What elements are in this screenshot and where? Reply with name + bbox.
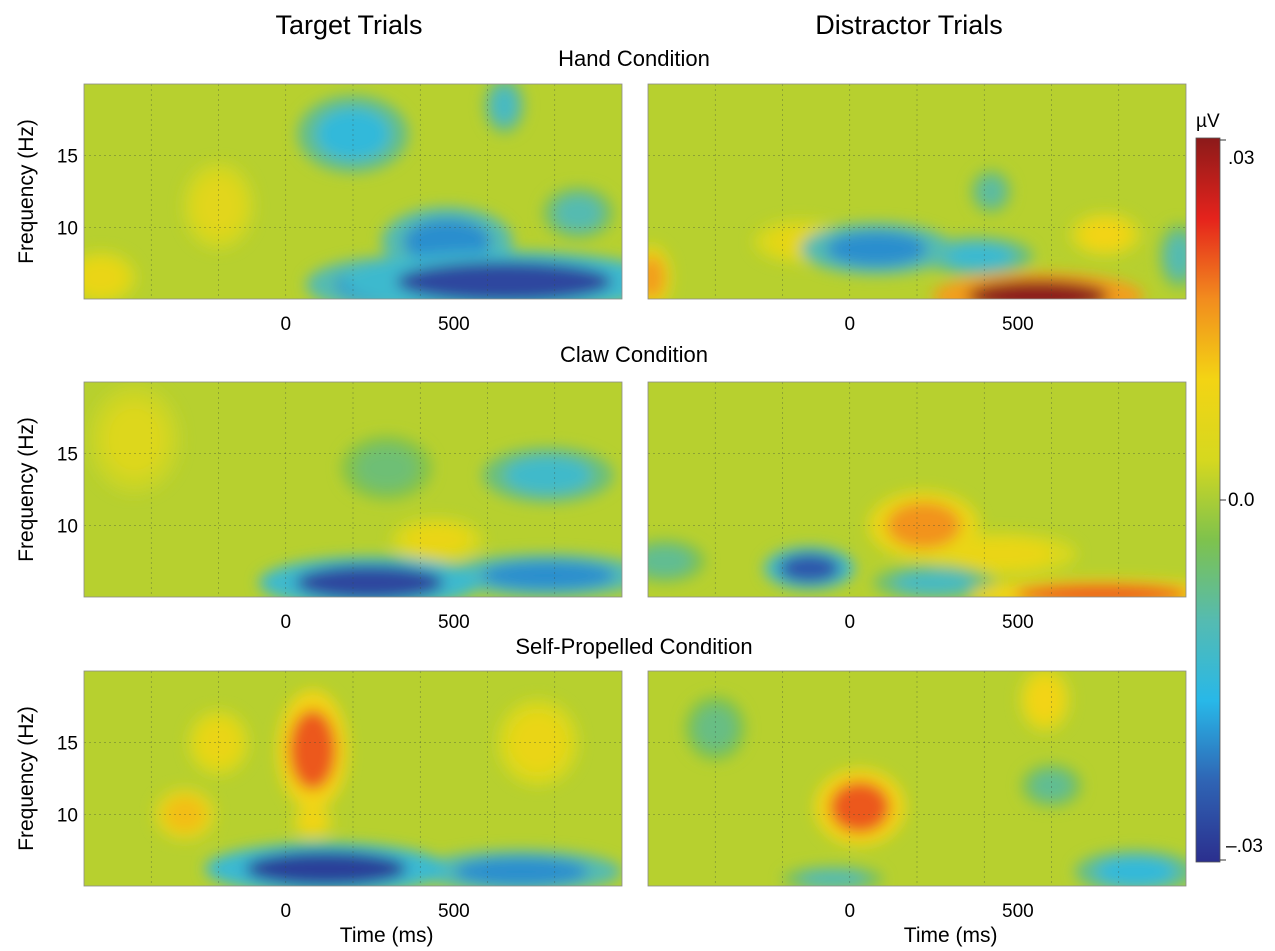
row-title-self-propelled: Self-Propelled Condition (515, 634, 752, 659)
heatmap-blob (1095, 857, 1176, 886)
x-tick-label: 500 (1002, 901, 1034, 922)
heatmap-blob (695, 706, 736, 750)
heatmap-blob (554, 195, 602, 231)
y-axis-label: Frequency (Hz) (15, 417, 38, 562)
panel-self-propelled-target: 0 500 10 15 Frequency (Hz) Time (ms) (15, 670, 623, 947)
x-axis-label: Time (ms) (904, 924, 998, 947)
panel-frame (647, 83, 1187, 300)
panel-frame (83, 83, 623, 300)
heatmap-blob (967, 280, 1109, 299)
panel-frame (83, 381, 623, 598)
x-tick-label: 500 (438, 901, 470, 922)
x-tick-label: 0 (280, 314, 291, 335)
heatmap-blob (289, 709, 337, 790)
heatmap-background (648, 382, 1186, 597)
heatmap-blob (779, 554, 840, 583)
column-title-distractor: Distractor Trials (815, 10, 1003, 40)
y-axis-label: Frequency (Hz) (15, 119, 38, 264)
x-tick-label: 0 (280, 612, 291, 633)
panel-frame (647, 670, 1187, 887)
column-title-target: Target Trials (275, 10, 422, 40)
x-tick-label: 500 (1002, 612, 1034, 633)
heatmap-blob (950, 539, 1052, 569)
panel-claw-distractor: 0 500 (647, 381, 1187, 633)
colorbar-unit: µV (1196, 111, 1220, 132)
heatmap-blob (356, 446, 417, 490)
heatmap-blob (893, 571, 975, 595)
heatmap-blob (799, 870, 867, 886)
colorbar-gradient (1195, 137, 1221, 863)
heatmap-blob (104, 403, 165, 476)
x-tick-label: 0 (844, 612, 855, 633)
y-tick-label: 10 (57, 218, 78, 239)
panel-frame (647, 381, 1187, 598)
panel-frame (83, 670, 623, 887)
y-tick-label: 10 (57, 805, 78, 826)
heatmap-panels: 0 500 10 15 Frequency (Hz) 0 500 0 500 10 15 Freque… (15, 83, 1187, 947)
row-title-claw: Claw Condition (560, 342, 708, 367)
heatmap-blob (245, 851, 407, 886)
y-tick-label: 15 (57, 734, 78, 755)
x-tick-label: 500 (1002, 314, 1034, 335)
panel-hand-distractor: 0 500 (647, 83, 1187, 335)
heatmap-blob (295, 565, 444, 597)
heatmap-blob (299, 811, 327, 832)
colorbar-label-max: .03 (1228, 148, 1254, 169)
colorbar-label-min: –.03 (1226, 836, 1263, 857)
heatmap-blob (511, 714, 565, 772)
x-tick-label: 0 (844, 314, 855, 335)
heatmap-blob (1014, 584, 1186, 597)
heatmap-blob (648, 546, 692, 576)
heatmap-blob (504, 456, 592, 494)
heatmap-blob (1031, 771, 1072, 801)
heatmap-blob (406, 525, 468, 555)
heatmap-blob (1165, 234, 1186, 278)
x-tick-label: 500 (438, 314, 470, 335)
y-axis-label: Frequency (Hz) (15, 706, 38, 851)
heatmap-blob (1081, 220, 1129, 249)
heatmap-blob (480, 561, 616, 590)
heatmap-blob (453, 857, 589, 886)
heatmap-blob (826, 231, 928, 267)
x-tick-label: 500 (438, 612, 470, 633)
x-tick-label: 0 (844, 901, 855, 922)
y-tick-label: 15 (57, 445, 78, 466)
heatmap-blob (829, 781, 891, 833)
y-tick-label: 15 (57, 147, 78, 168)
panel-claw-target: 0 500 10 15 Frequency (Hz) (15, 381, 623, 633)
colorbar: µV .03 0.0 –.03 (1195, 111, 1263, 863)
heatmap-blob (84, 260, 125, 295)
y-tick-label: 10 (57, 516, 78, 537)
heatmap-blob (940, 243, 1015, 269)
heatmap-blob (648, 256, 665, 299)
row-title-hand: Hand Condition (558, 46, 710, 71)
colorbar-label-zero: 0.0 (1228, 490, 1254, 511)
x-axis-label: Time (ms) (340, 924, 434, 947)
heatmap-blob (396, 261, 612, 299)
heatmap-blob (977, 177, 1005, 206)
heatmap-blob (490, 86, 518, 125)
heatmap-blob (1027, 678, 1062, 722)
panel-hand-target: 0 500 10 15 Frequency (Hz) (15, 83, 623, 335)
x-tick-label: 0 (280, 901, 291, 922)
